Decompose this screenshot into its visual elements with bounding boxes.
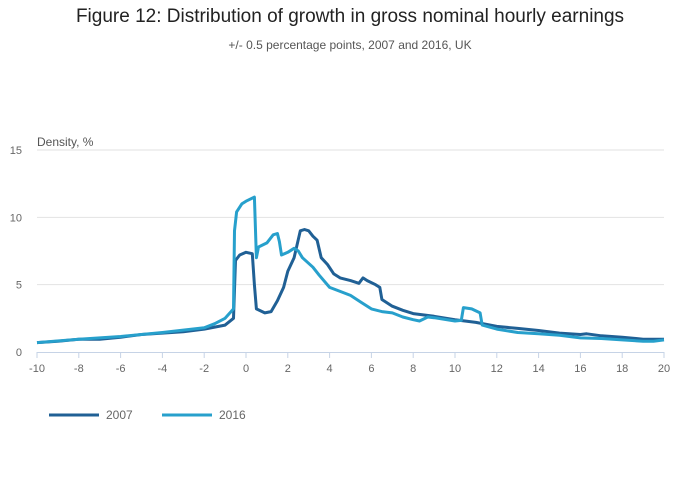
y-tick-label: 15: [10, 145, 22, 157]
x-tick-label: -10: [29, 363, 45, 375]
x-tick-label: 14: [532, 363, 544, 375]
x-tick-label: 18: [616, 363, 628, 375]
y-tick-label: 0: [16, 347, 22, 359]
x-tick-label: 0: [243, 363, 249, 375]
y-axis-label: Density, %: [37, 135, 94, 149]
y-tick-label: 5: [16, 280, 22, 292]
x-tick-label: 16: [574, 363, 586, 375]
x-tick-label: 8: [410, 363, 416, 375]
x-tick-label: -8: [74, 363, 84, 375]
legend-label-2016: 2016: [219, 408, 246, 422]
series-line-2016: [36, 195, 665, 345]
x-tick-label: -2: [199, 363, 209, 375]
x-tick-label: 4: [327, 363, 333, 375]
legend-label-2007: 2007: [106, 408, 133, 422]
y-tick-label: 10: [10, 212, 22, 224]
x-tick-label: -6: [116, 363, 126, 375]
chart-title: Figure 12: Distribution of growth in gro…: [75, 6, 625, 27]
x-tick-label: -4: [158, 363, 168, 375]
chart-subtitle: +/- 0.5 percentage points, 2007 and 2016…: [228, 38, 472, 52]
x-tick-label: 10: [449, 363, 461, 375]
x-tick-label: 6: [368, 363, 374, 375]
series-line-2007: [36, 228, 664, 345]
x-tick-label: 12: [491, 363, 503, 375]
x-tick-label: 20: [658, 363, 670, 375]
x-tick-label: 2: [285, 363, 291, 375]
